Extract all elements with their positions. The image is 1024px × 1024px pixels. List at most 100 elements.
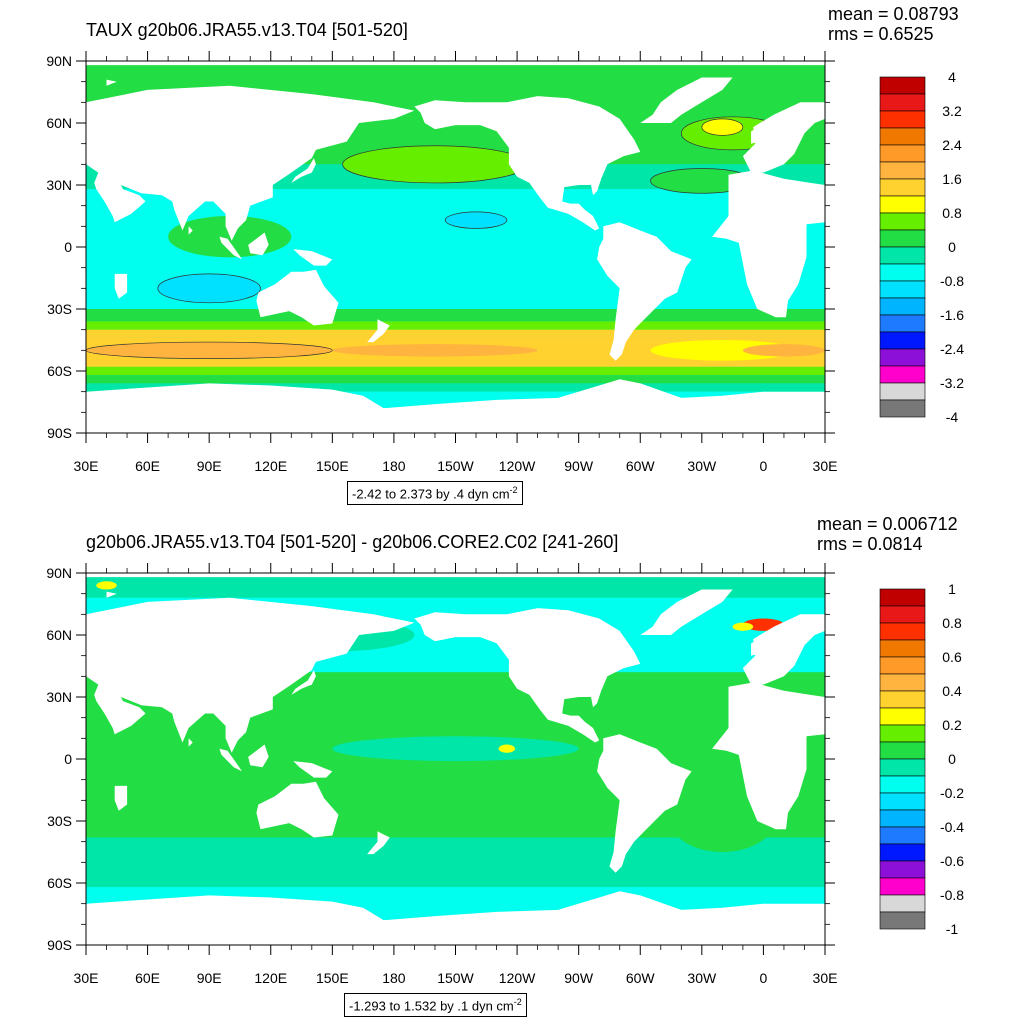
- lon-tick-label: 60E: [135, 458, 160, 474]
- colorbar-label: -0.4: [940, 819, 964, 835]
- field-contour: [157, 273, 261, 304]
- contour-range-label: -2.42 to 2.373 by .4 dyn cm-2: [347, 481, 523, 506]
- land-new-guinea: [293, 761, 333, 778]
- colorbar-swatch: [879, 724, 926, 743]
- colorbar-swatch: [879, 314, 926, 333]
- colorbar-swatch: [879, 110, 926, 129]
- colorbar-label: -0.6: [940, 853, 964, 869]
- land-borneo: [248, 232, 269, 256]
- land-sumatra: [219, 236, 242, 260]
- land-europe: [742, 102, 825, 173]
- lon-tick-label: 180: [382, 458, 406, 474]
- lon-tick-label: 90E: [197, 970, 222, 986]
- colorbar-swatch: [879, 707, 926, 726]
- colorbar-swatch: [879, 843, 926, 862]
- panel-title: TAUX g20b06.JRA55.v13.T04 [501-520]: [86, 20, 408, 40]
- colorbar-swatch: [879, 229, 926, 248]
- rms-value: rms = 0.6525: [828, 24, 934, 44]
- field-contour: [86, 341, 333, 359]
- field-contour: [742, 344, 825, 357]
- colorbar-label: 0: [948, 239, 956, 255]
- lon-tick-label: 60E: [135, 970, 160, 986]
- lon-tick-label: 120E: [254, 458, 287, 474]
- land-svalbard: [106, 79, 117, 86]
- colorbar-swatch: [879, 826, 926, 845]
- colorbar-label: -0.8: [940, 887, 964, 903]
- land-india-sri: [188, 226, 193, 235]
- land-japan: [291, 158, 316, 183]
- lon-tick-label: 150W: [437, 458, 474, 474]
- field-contour: [96, 581, 117, 590]
- colorbar-swatch: [879, 331, 926, 350]
- panel-difference: g20b06.JRA55.v13.T04 [501-520] - g20b06.…: [0, 512, 1024, 1024]
- colorbar-swatch: [879, 656, 926, 675]
- ocean-field: [86, 573, 825, 945]
- field-band: [86, 375, 825, 384]
- colorbar-label: 0.8: [942, 615, 962, 631]
- colorbar-swatch: [879, 911, 926, 930]
- colorbar-swatch: [879, 860, 926, 879]
- colorbar-swatch: [879, 399, 926, 418]
- colorbar-swatch: [879, 894, 926, 913]
- colorbar-label: 2.4: [942, 137, 962, 153]
- field-band: [86, 329, 825, 338]
- ocean-field: [86, 61, 825, 433]
- field-contour: [332, 344, 538, 357]
- lon-tick-label: 30E: [74, 970, 99, 986]
- lat-tick-label: 30S: [47, 813, 72, 829]
- lat-tick-label: 60N: [46, 627, 72, 643]
- colorbar-label: -0.8: [940, 273, 964, 289]
- colorbar-label: 0.2: [942, 717, 962, 733]
- lon-tick-label: 30E: [74, 458, 99, 474]
- lat-tick-label: 30S: [47, 301, 72, 317]
- colorbar-swatch: [879, 382, 926, 401]
- mean-value: mean = 0.006712: [817, 514, 958, 534]
- lat-tick-label: 0: [64, 239, 72, 255]
- colorbar-swatch: [879, 76, 926, 95]
- field-contour: [671, 790, 774, 852]
- field-contour: [498, 744, 516, 753]
- mean-value: mean = 0.08793: [828, 4, 959, 24]
- lon-tick-label: 30E: [813, 970, 838, 986]
- panel-taux: TAUX g20b06.JRA55.v13.T04 [501-520] mean…: [46, 4, 964, 506]
- land-new-guinea: [293, 249, 333, 266]
- lat-tick-label: 90N: [46, 565, 72, 581]
- land-south-america: [597, 734, 692, 873]
- land-japan: [291, 670, 316, 695]
- lat-tick-label: 30N: [46, 689, 72, 705]
- colorbar: 1 0.8 0.6 0.4 0.2 0 -0.2 -0.4 -0.6 -0.8 -1: [879, 581, 964, 937]
- lon-tick-label: 120W: [499, 970, 536, 986]
- lon-tick-label: 0: [760, 970, 768, 986]
- colorbar-label: 0.6: [942, 649, 962, 665]
- colorbar-swatch: [879, 348, 926, 367]
- colorbar-swatch: [879, 263, 926, 282]
- colorbar-swatch: [879, 758, 926, 777]
- land-svalbard: [106, 591, 117, 598]
- colorbar-swatch: [879, 775, 926, 794]
- colorbar-label: 1: [948, 581, 956, 597]
- land-india-sri: [188, 738, 193, 747]
- lat-tick-label: 90S: [47, 937, 72, 953]
- colorbar-swatch: [879, 673, 926, 692]
- colorbar-swatch: [879, 144, 926, 163]
- lat-tick-label: 60S: [47, 363, 72, 379]
- lat-tick-label: 60N: [46, 115, 72, 131]
- lon-tick-label: 30W: [687, 458, 717, 474]
- field-contour: [332, 736, 579, 762]
- map-plot: 90N 60N 30N 0 30S 60S 90S 30E 60E 90E 120E 150E 180 1…: [46, 51, 964, 474]
- lat-tick-label: 90N: [46, 53, 72, 69]
- land-eurasia: [86, 85, 415, 241]
- colorbar-label: -4: [946, 409, 959, 425]
- land-australia: [256, 269, 339, 326]
- land-australia: [256, 781, 339, 838]
- lon-tick-label: 60W: [626, 458, 656, 474]
- colorbar-label: 1.6: [942, 171, 962, 187]
- colorbar-swatch: [879, 622, 926, 641]
- lon-tick-label: 150E: [316, 458, 349, 474]
- land-europe: [742, 614, 825, 685]
- land-uk: [751, 127, 764, 144]
- colorbar-swatch: [879, 741, 926, 760]
- map-plot: 90N 60N 30N 0 30S 60S 90S 30E 60E 90E 120E 150E 180 1…: [46, 563, 964, 986]
- colorbar-label: 0.8: [942, 205, 962, 221]
- land-africa: [712, 170, 825, 318]
